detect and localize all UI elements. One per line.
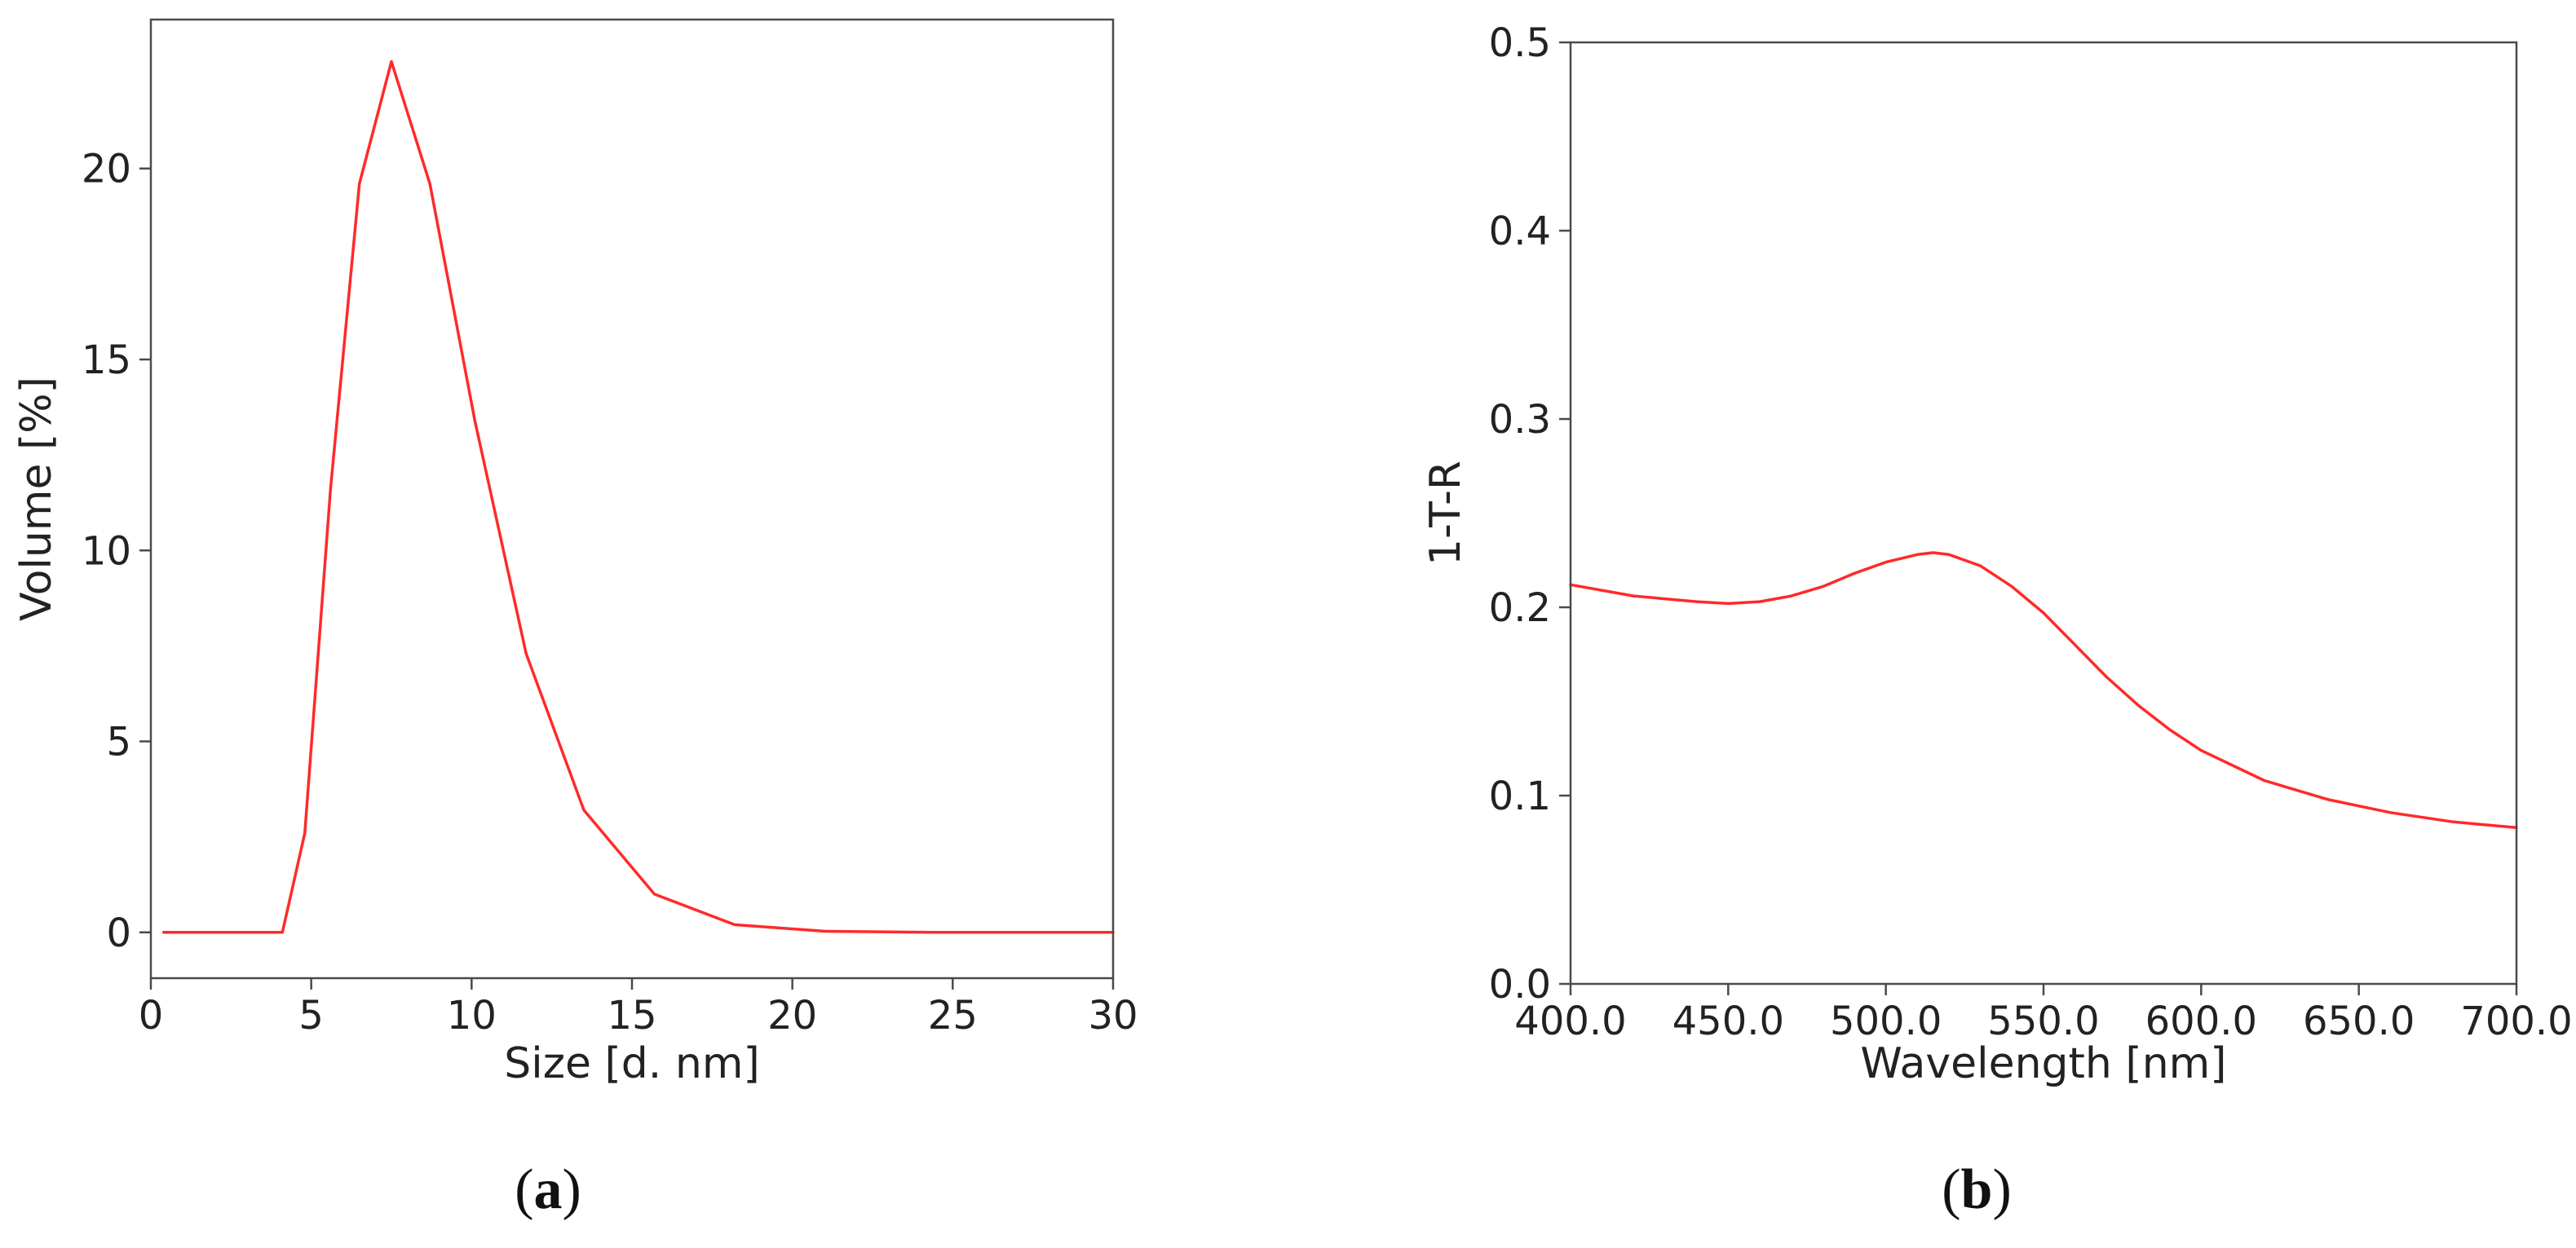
panel-b-caption: (b) (1942, 1158, 2012, 1221)
panel-b-caption-letter: b (1961, 1158, 1993, 1221)
panel-a-x-tick-label: 25 (928, 993, 978, 1039)
panel-a-plot-frame (149, 18, 1115, 980)
panel-a-x-tick-label: 5 (298, 993, 324, 1039)
panel-a-y-tick-label: 15 (82, 337, 131, 383)
panel-a-y-tick-label: 0 (106, 911, 131, 956)
panel-a-series-line-0 (161, 60, 1115, 934)
panel-b-y-tick-label: 0.1 (1489, 774, 1551, 819)
panel-b-y-tick-label: 0.4 (1489, 209, 1551, 254)
panel-b-y-tick-label: 0.3 (1489, 397, 1551, 443)
panel-b-x-tick-label: 700.0 (2460, 999, 2572, 1044)
panel-a-x-axis-title: Size [d. nm] (504, 1039, 760, 1088)
panel-b-x-tick-label: 650.0 (2303, 999, 2415, 1044)
panel-a-y-axis-title: Volume [%] (12, 377, 61, 621)
panel-b: 400.0 450.0 500.0 550.0 600.0 650.0 700.0 0.0 0.… (1421, 20, 2573, 1088)
panel-b-x-tick-label: 450.0 (1672, 999, 1784, 1044)
panel-b-x-tick-label: 500.0 (1830, 999, 1942, 1044)
panel-b-series-line-0 (1569, 551, 2518, 830)
panel-a-y-tick-label: 20 (82, 147, 131, 192)
panel-b-plot-frame (1569, 41, 2518, 986)
panel-a-caption: (a) (515, 1158, 581, 1221)
panel-a-x-tick-label: 0 (139, 993, 164, 1039)
panel-a-caption-letter: a (534, 1158, 563, 1221)
panel-a-x-tick-label: 15 (607, 993, 656, 1039)
panel-a-y-tick-label: 5 (106, 720, 131, 765)
panel-b-y-tick-label: 0.0 (1489, 962, 1551, 1008)
panel-b-x-tick-label: 400.0 (1514, 999, 1626, 1044)
panel-b-x-tick-label: 550.0 (1987, 999, 2099, 1044)
panel-a-x-tick-label: 10 (447, 993, 497, 1039)
panel-a-x-tick-label: 20 (767, 993, 817, 1039)
panel-b-y-tick-label: 0.2 (1489, 585, 1551, 631)
panel-b-y-tick-label: 0.5 (1489, 20, 1551, 66)
panel-b-x-tick-label: 600.0 (2145, 999, 2257, 1044)
panel-b-x-axis-title: Wavelength [nm] (1860, 1039, 2226, 1088)
panel-a-x-tick-label: 30 (1088, 993, 1138, 1039)
panel-a-y-tick-label: 10 (82, 528, 131, 574)
panel-b-y-axis-title: 1-T-R (1421, 461, 1470, 566)
